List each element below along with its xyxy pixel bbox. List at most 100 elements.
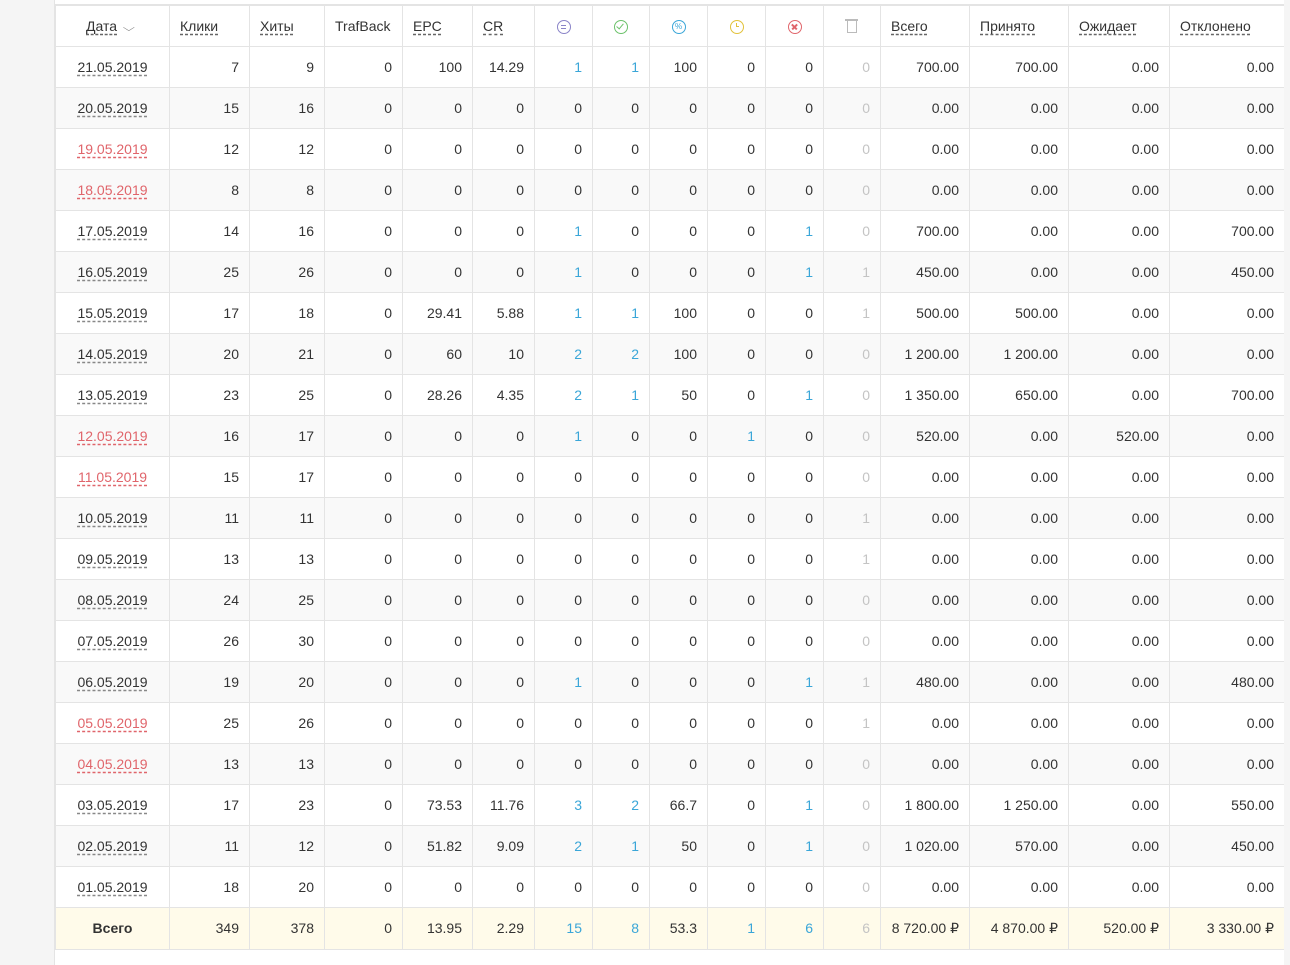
row-date-link[interactable]: 15.05.2019 (77, 304, 148, 321)
totals-rejected[interactable]: 6 (765, 906, 824, 950)
row-date-cell[interactable]: 20.05.2019 (55, 86, 170, 129)
row-date-cell[interactable]: 09.05.2019 (55, 537, 170, 580)
col-pending[interactable] (707, 4, 766, 47)
row-all-cell[interactable]: 2 (534, 373, 593, 416)
row-trafback-cell: 0 (324, 127, 403, 170)
row-all-cell: 0 (534, 496, 593, 539)
row-date-cell[interactable]: 04.05.2019 (55, 742, 170, 785)
row-pending-cell: 0 (707, 742, 766, 785)
row-date-link[interactable]: 13.05.2019 (77, 386, 148, 403)
row-date-cell[interactable]: 01.05.2019 (55, 865, 170, 908)
row-date-cell[interactable]: 10.05.2019 (55, 496, 170, 539)
row-approved-cell[interactable]: 1 (592, 291, 650, 334)
col-epc[interactable]: EPC (402, 4, 473, 47)
row-date-cell[interactable]: 12.05.2019 (55, 414, 170, 457)
row-all-cell[interactable]: 3 (534, 783, 593, 826)
row-date-link[interactable]: 10.05.2019 (77, 509, 148, 526)
row-approved-cell: 0 (592, 209, 650, 252)
row-all-cell[interactable]: 1 (534, 209, 593, 252)
col-trash[interactable] (823, 4, 881, 47)
col-clicks[interactable]: Клики (169, 4, 250, 47)
row-rejected-cell[interactable]: 1 (765, 660, 824, 703)
row-date-link[interactable]: 11.05.2019 (77, 468, 148, 485)
row-date-link[interactable]: 12.05.2019 (77, 427, 148, 444)
row-rejected-cell[interactable]: 1 (765, 783, 824, 826)
row-date-link[interactable]: 20.05.2019 (77, 99, 148, 116)
totals-all-leads[interactable]: 15 (534, 906, 593, 950)
col-hits[interactable]: Хиты (249, 4, 325, 47)
row-date-cell[interactable]: 17.05.2019 (55, 209, 170, 252)
row-approved-cell[interactable]: 2 (592, 783, 650, 826)
row-date-link[interactable]: 16.05.2019 (77, 263, 148, 280)
row-date-link[interactable]: 21.05.2019 (77, 58, 148, 75)
row-date-link[interactable]: 07.05.2019 (77, 632, 148, 649)
row-pending-cell[interactable]: 1 (707, 414, 766, 457)
row-approved-cell[interactable]: 1 (592, 373, 650, 416)
col-pending-sum[interactable]: Ожидает (1068, 4, 1170, 47)
row-date-cell[interactable]: 05.05.2019 (55, 701, 170, 744)
col-rejected-sum[interactable]: Отклонено (1169, 4, 1285, 47)
rejected-icon (787, 19, 802, 34)
row-waiting-cell: 0.00 (1068, 127, 1170, 170)
row-date-link[interactable]: 19.05.2019 (77, 140, 148, 157)
col-rejected[interactable] (765, 4, 824, 47)
col-approved[interactable] (592, 4, 650, 47)
row-pending-cell: 0 (707, 578, 766, 621)
row-date-link[interactable]: 18.05.2019 (77, 181, 148, 198)
col-cr[interactable]: CR (472, 4, 535, 47)
row-all-cell[interactable]: 1 (534, 45, 593, 88)
row-rejected-cell[interactable]: 1 (765, 209, 824, 252)
row-date-link[interactable]: 06.05.2019 (77, 673, 148, 690)
row-approved-cell[interactable]: 1 (592, 824, 650, 867)
row-date-cell[interactable]: 19.05.2019 (55, 127, 170, 170)
row-date-link[interactable]: 08.05.2019 (77, 591, 148, 608)
row-all-cell[interactable]: 2 (534, 824, 593, 867)
row-date-link[interactable]: 17.05.2019 (77, 222, 148, 239)
col-accepted[interactable]: Принято (969, 4, 1069, 47)
row-date-cell[interactable]: 03.05.2019 (55, 783, 170, 826)
table-row: 15.05.2019 17 18 0 29.41 5.88 1 1 100 0 0 1 500.00 50… (55, 291, 1285, 334)
sort-chevron-icon[interactable]: ⌵ (122, 22, 135, 34)
row-date-cell[interactable]: 11.05.2019 (55, 455, 170, 498)
row-date-cell[interactable]: 15.05.2019 (55, 291, 170, 334)
row-date-cell[interactable]: 06.05.2019 (55, 660, 170, 703)
row-date-cell[interactable]: 13.05.2019 (55, 373, 170, 416)
row-date-link[interactable]: 03.05.2019 (77, 796, 148, 813)
row-all-cell[interactable]: 1 (534, 414, 593, 457)
row-approved-cell[interactable]: 2 (592, 332, 650, 375)
row-date-cell[interactable]: 08.05.2019 (55, 578, 170, 621)
col-percent[interactable]: % (649, 4, 708, 47)
row-date-cell[interactable]: 21.05.2019 (55, 45, 170, 88)
row-date-cell[interactable]: 16.05.2019 (55, 250, 170, 293)
row-date-cell[interactable]: 18.05.2019 (55, 168, 170, 211)
row-date-cell[interactable]: 14.05.2019 (55, 332, 170, 375)
row-approved-cell[interactable]: 1 (592, 45, 650, 88)
row-date-link[interactable]: 09.05.2019 (77, 550, 148, 567)
row-rejected-cell[interactable]: 1 (765, 373, 824, 416)
row-waiting-cell: 0.00 (1068, 742, 1170, 785)
row-date-link[interactable]: 14.05.2019 (77, 345, 148, 362)
row-all-cell[interactable]: 1 (534, 291, 593, 334)
row-rejected-cell[interactable]: 1 (765, 250, 824, 293)
totals-clicks: 349 (169, 906, 250, 950)
row-date-link[interactable]: 01.05.2019 (77, 878, 148, 895)
row-all-cell: 0 (534, 86, 593, 129)
row-all-cell[interactable]: 2 (534, 332, 593, 375)
row-date-cell[interactable]: 07.05.2019 (55, 619, 170, 662)
totals-approved[interactable]: 8 (592, 906, 650, 950)
row-approved-cell: 0 (592, 701, 650, 744)
col-total[interactable]: Всего (880, 4, 970, 47)
row-pending-cell: 0 (707, 701, 766, 744)
row-date-link[interactable]: 02.05.2019 (77, 837, 148, 854)
row-rejected-cell[interactable]: 1 (765, 824, 824, 867)
row-all-cell[interactable]: 1 (534, 660, 593, 703)
totals-pending[interactable]: 1 (707, 906, 766, 950)
row-trash-cell: 0 (823, 619, 881, 662)
row-date-link[interactable]: 04.05.2019 (77, 755, 148, 772)
col-date[interactable]: Дата ⌵ (55, 4, 170, 47)
col-all-leads[interactable] (534, 4, 593, 47)
row-date-link[interactable]: 05.05.2019 (77, 714, 148, 731)
row-approved-cell: 0 (592, 619, 650, 662)
row-date-cell[interactable]: 02.05.2019 (55, 824, 170, 867)
row-all-cell[interactable]: 1 (534, 250, 593, 293)
